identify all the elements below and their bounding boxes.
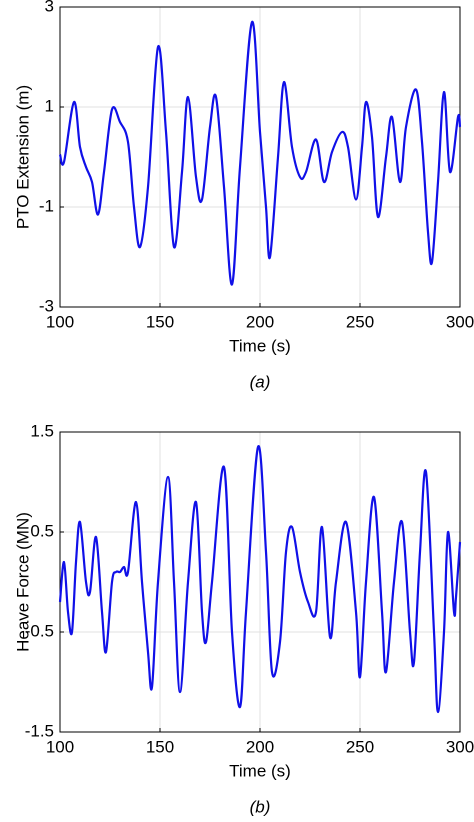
x-axis-label: Time (s) — [229, 761, 291, 780]
x-tick-label: 100 — [46, 312, 74, 331]
y-tick-label: 0.5 — [30, 521, 54, 540]
y-axis-label: PTO Extension (m) — [13, 85, 32, 229]
y-tick-label: -3 — [39, 296, 54, 315]
y-tick-label: 1.5 — [30, 421, 54, 440]
x-axis-label: Time (s) — [229, 336, 291, 355]
x-tick-label: 100 — [46, 737, 74, 756]
x-tick-label: 250 — [346, 737, 374, 756]
y-tick-label: 3 — [45, 0, 54, 15]
axes-box — [59, 431, 461, 733]
data-line — [58, 445, 462, 714]
x-tick-label: 250 — [346, 312, 374, 331]
y-tick-label: 1 — [45, 96, 54, 115]
x-tick-label: 300 — [446, 312, 474, 331]
y-tick-label: -0.5 — [25, 621, 54, 640]
x-tick-label: 200 — [246, 312, 274, 331]
x-tick-label: 200 — [246, 737, 274, 756]
x-tick-label: 150 — [146, 737, 174, 756]
caption: (b) — [250, 797, 271, 816]
y-tick-label: -1.5 — [25, 721, 54, 740]
y-tick-label: -1 — [39, 196, 54, 215]
x-tick-label: 150 — [146, 312, 174, 331]
x-tick-label: 300 — [446, 737, 474, 756]
data-line — [58, 20, 462, 286]
y-axis-label: Heave Force (MN) — [13, 512, 32, 652]
caption: (a) — [250, 372, 271, 391]
